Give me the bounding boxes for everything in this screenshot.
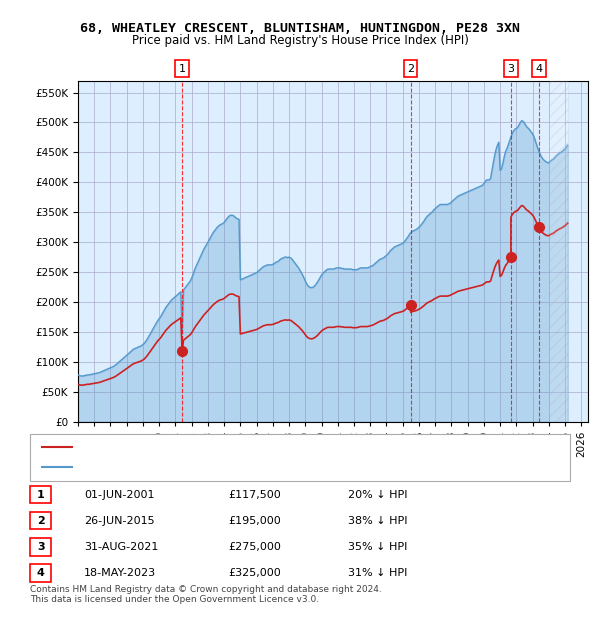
Text: 3: 3	[37, 542, 44, 552]
Text: 26-JUN-2015: 26-JUN-2015	[84, 516, 155, 526]
Text: 1: 1	[179, 64, 185, 74]
Text: 68, WHEATLEY CRESCENT, BLUNTISHAM, HUNTINGDON, PE28 3XN: 68, WHEATLEY CRESCENT, BLUNTISHAM, HUNTI…	[80, 22, 520, 35]
Text: £195,000: £195,000	[228, 516, 281, 526]
Text: 4: 4	[37, 568, 45, 578]
Text: 2: 2	[407, 64, 414, 74]
Text: 35% ↓ HPI: 35% ↓ HPI	[348, 542, 407, 552]
Text: 1: 1	[37, 490, 44, 500]
Text: 31-AUG-2021: 31-AUG-2021	[84, 542, 158, 552]
Text: 3: 3	[508, 64, 514, 74]
Text: Contains HM Land Registry data © Crown copyright and database right 2024.
This d: Contains HM Land Registry data © Crown c…	[30, 585, 382, 604]
Text: Price paid vs. HM Land Registry's House Price Index (HPI): Price paid vs. HM Land Registry's House …	[131, 34, 469, 47]
Text: 2: 2	[37, 516, 44, 526]
Text: 20% ↓ HPI: 20% ↓ HPI	[348, 490, 407, 500]
Text: 18-MAY-2023: 18-MAY-2023	[84, 568, 156, 578]
Text: 38% ↓ HPI: 38% ↓ HPI	[348, 516, 407, 526]
Text: 68, WHEATLEY CRESCENT, BLUNTISHAM, HUNTINGDON, PE28 3XN (detached house): 68, WHEATLEY CRESCENT, BLUNTISHAM, HUNTI…	[78, 443, 478, 451]
Text: 31% ↓ HPI: 31% ↓ HPI	[348, 568, 407, 578]
Text: HPI: Average price, detached house, Huntingdonshire: HPI: Average price, detached house, Hunt…	[78, 463, 332, 472]
Text: 4: 4	[535, 64, 542, 74]
Text: £325,000: £325,000	[228, 568, 281, 578]
Text: £275,000: £275,000	[228, 542, 281, 552]
Text: £117,500: £117,500	[228, 490, 281, 500]
Text: 01-JUN-2001: 01-JUN-2001	[84, 490, 155, 500]
